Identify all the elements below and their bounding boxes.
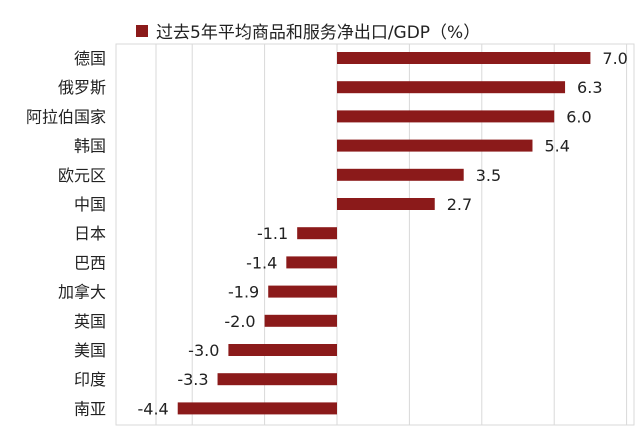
bar: [297, 227, 337, 240]
category-label: 英国: [74, 312, 106, 331]
bar: [268, 285, 337, 298]
data-label: -3.0: [188, 341, 219, 360]
category-label: 阿拉伯国家: [26, 107, 106, 126]
bar: [337, 139, 533, 152]
bar: [337, 168, 464, 181]
bar: [217, 373, 337, 386]
bar: [337, 52, 591, 64]
category-label: 巴西: [74, 253, 106, 272]
data-label: -1.9: [228, 283, 259, 302]
category-label: 南亚: [74, 399, 106, 418]
category-label: 欧元区: [58, 166, 106, 185]
category-label: 俄罗斯: [58, 78, 106, 97]
category-label: 美国: [74, 341, 106, 360]
category-label: 中国: [74, 195, 106, 214]
plot-area: [115, 43, 635, 426]
category-label: 德国: [74, 49, 106, 68]
category-label: 加拿大: [58, 283, 106, 302]
data-label: 6.0: [566, 107, 591, 126]
bar: [264, 314, 337, 327]
category-label: 韩国: [74, 137, 106, 156]
bar: [177, 402, 337, 415]
data-label: 2.7: [447, 195, 472, 214]
legend-swatch: [136, 24, 148, 37]
category-label: 日本: [74, 224, 106, 243]
bar: [337, 198, 435, 210]
data-label: 5.4: [544, 137, 569, 156]
bar: [337, 81, 566, 94]
data-label: -4.4: [138, 399, 169, 418]
data-label: -1.1: [257, 224, 288, 243]
bar: [337, 110, 555, 123]
chart-legend: 过去5年平均商品和服务净出口/GDP（%）: [136, 18, 480, 43]
data-label: 7.0: [602, 49, 627, 68]
data-label: -1.4: [246, 253, 277, 272]
data-label: -3.3: [177, 370, 208, 389]
data-label: 6.3: [577, 78, 602, 97]
category-label: 印度: [74, 370, 106, 389]
data-label: 3.5: [476, 166, 501, 185]
bar: [228, 344, 337, 356]
legend-label: 过去5年平均商品和服务净出口/GDP（%）: [156, 23, 481, 43]
bar: [286, 256, 337, 269]
data-label: -2.0: [224, 312, 255, 331]
